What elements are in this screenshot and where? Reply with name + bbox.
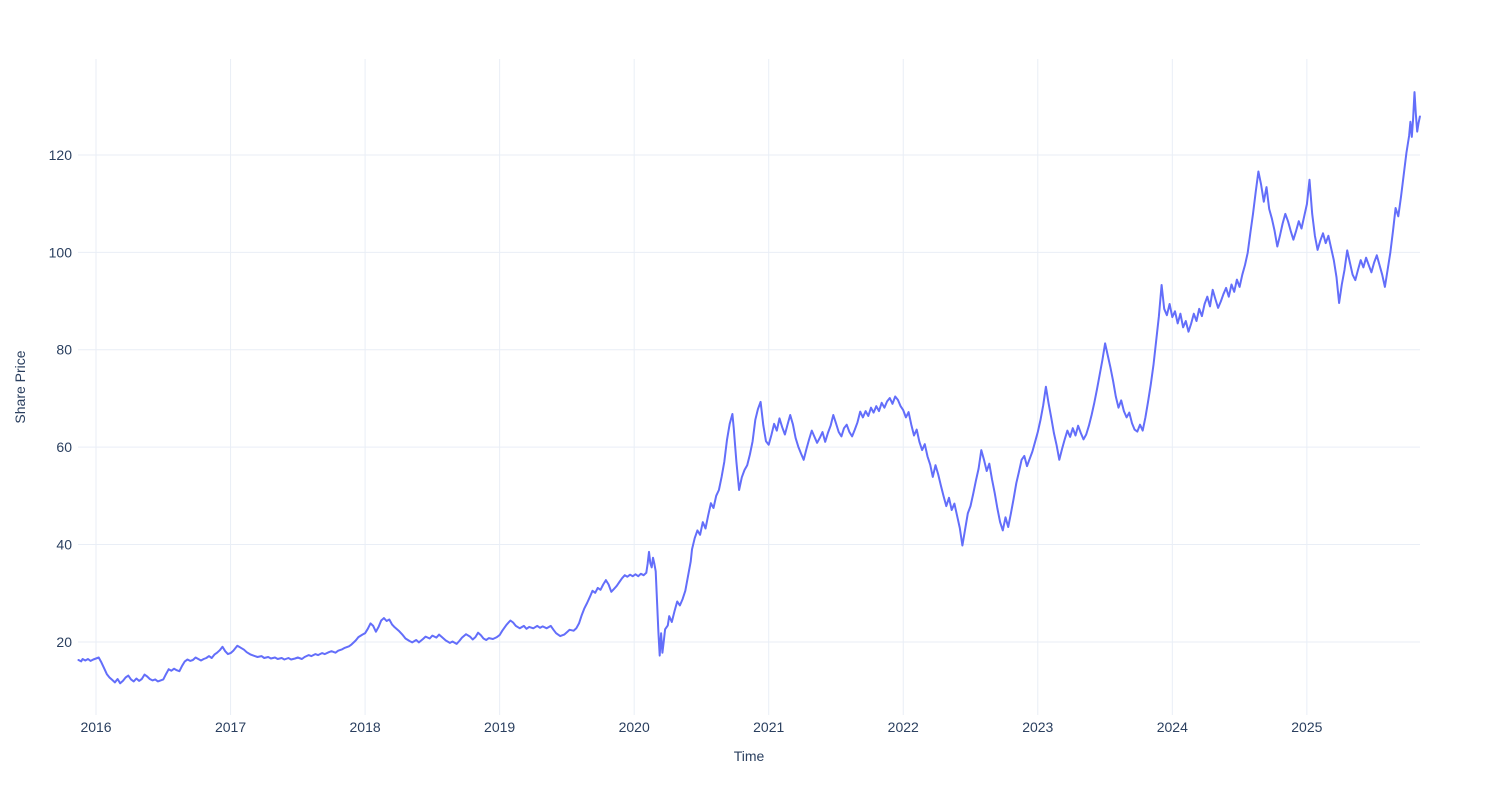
gridlines — [78, 59, 1420, 715]
x-axis-title: Time — [734, 748, 765, 764]
x-tick-label: 2023 — [1022, 719, 1053, 735]
y-tick-label: 120 — [49, 147, 73, 163]
x-tick-label: 2017 — [215, 719, 246, 735]
x-tick-label: 2025 — [1291, 719, 1322, 735]
y-tick-label: 100 — [49, 244, 73, 260]
x-tick-label: 2022 — [888, 719, 919, 735]
plot-area[interactable] — [78, 59, 1420, 715]
y-tick-label: 40 — [56, 537, 72, 553]
x-tick-label: 2016 — [80, 719, 111, 735]
x-tick-label: 2020 — [619, 719, 650, 735]
axis-tick-labels: 2016 2017 2018 2019 2020 2021 2022 2023 2024 2025… — [49, 147, 1323, 735]
y-tick-label: 20 — [56, 634, 72, 650]
price-line-series — [77, 91, 1421, 685]
y-axis-title: Share Price — [12, 350, 28, 423]
x-tick-label: 2018 — [350, 719, 381, 735]
x-tick-label: 2019 — [484, 719, 515, 735]
y-tick-label: 80 — [56, 342, 72, 358]
y-tick-label: 60 — [56, 439, 72, 455]
x-tick-label: 2021 — [753, 719, 784, 735]
series-layer — [77, 91, 1421, 685]
x-tick-label: 2024 — [1157, 719, 1188, 735]
